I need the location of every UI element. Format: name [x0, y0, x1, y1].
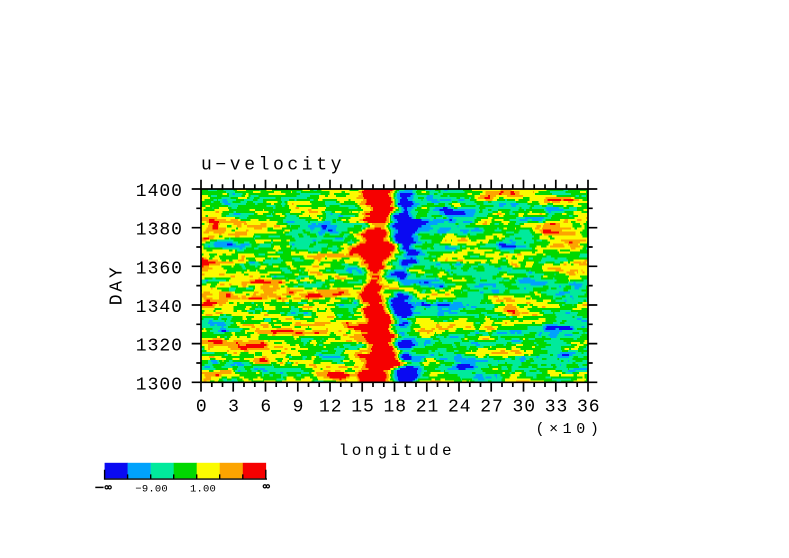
svg-text:12: 12 [319, 398, 343, 418]
svg-text:1300: 1300 [136, 375, 183, 395]
svg-text:1360: 1360 [136, 259, 183, 279]
svg-text:1.00: 1.00 [190, 483, 216, 495]
svg-text:15: 15 [351, 398, 375, 418]
svg-text:1320: 1320 [136, 337, 183, 357]
svg-text:21: 21 [416, 398, 440, 418]
svg-text:u−velocity: u−velocity [201, 155, 345, 175]
svg-text:33: 33 [545, 398, 569, 418]
svg-text:9: 9 [293, 398, 305, 418]
svg-text:−9.00: −9.00 [135, 483, 168, 495]
svg-text:1380: 1380 [136, 221, 183, 241]
svg-text:24: 24 [448, 398, 472, 418]
svg-text:(×10): (×10) [535, 421, 603, 438]
svg-text:0: 0 [196, 398, 208, 418]
svg-text:36: 36 [577, 398, 601, 418]
svg-text:30: 30 [512, 398, 536, 418]
svg-text:18: 18 [383, 398, 407, 418]
svg-text:DAY: DAY [108, 264, 128, 305]
svg-text:27: 27 [480, 398, 504, 418]
svg-text:6: 6 [260, 398, 272, 418]
svg-text:longitude: longitude [339, 442, 455, 460]
svg-text:3: 3 [228, 398, 240, 418]
svg-text:1340: 1340 [136, 298, 183, 318]
svg-text:1400: 1400 [136, 182, 183, 202]
